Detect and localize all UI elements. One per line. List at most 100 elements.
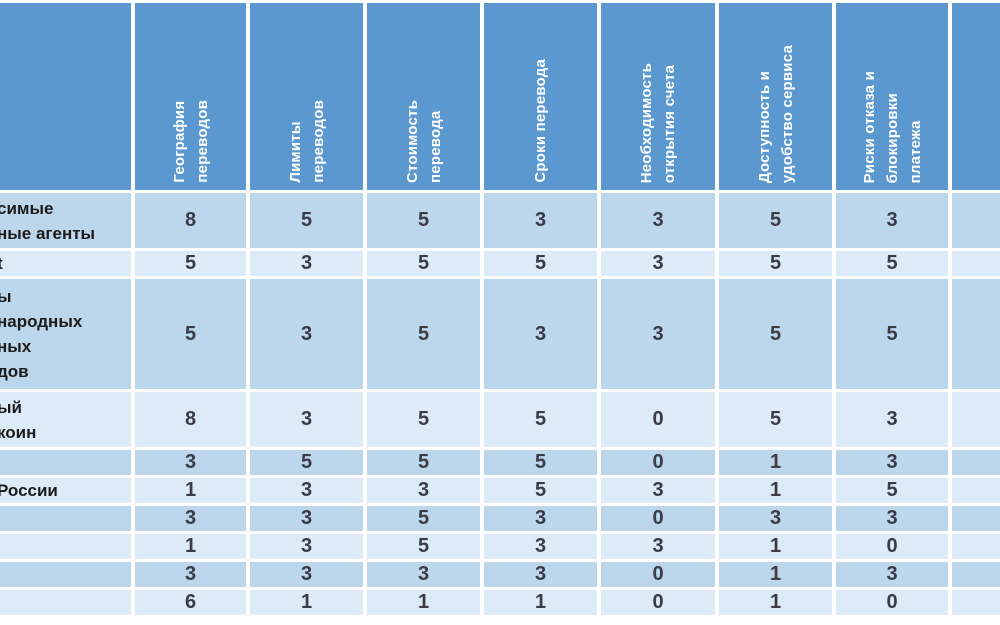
table-cell-r1-c6: 5 [719, 193, 832, 248]
table-cell-r9-c7: 3 [836, 562, 948, 587]
table-cell-r10-c4: 1 [484, 590, 597, 615]
table-cell-r5-c1: 3 [135, 450, 246, 475]
row-label-2-text: t [0, 251, 3, 276]
table-cell-r2-c2: 3 [250, 251, 363, 276]
table-cell-r10-c5: 0 [601, 590, 715, 615]
table-cell-r2-c3: 5 [367, 251, 480, 276]
table-cell-r3-c3: 5 [367, 279, 480, 389]
row-label-8 [0, 534, 131, 559]
row-label-6-text: России [0, 481, 58, 500]
table-cell-r8-c4: 3 [484, 534, 597, 559]
table-cell-r1-c7: 3 [836, 193, 948, 248]
table-cell-r5-c7: 3 [836, 450, 948, 475]
table-cell-r1-c1: 8 [135, 193, 246, 248]
column-header-6: Доступность и удобство сервиса [719, 3, 832, 190]
table-cell-r7-c7: 3 [836, 506, 948, 531]
table-cell-r6-c2: 3 [250, 478, 363, 503]
table-cell-r7-c1: 3 [135, 506, 246, 531]
table-cell-r2-c7: 5 [836, 251, 948, 276]
table-cell-r10-c2: 1 [250, 590, 363, 615]
row-label-10 [0, 590, 131, 615]
table-cell-r8-c3: 5 [367, 534, 480, 559]
column-header-4: Сроки перевода [484, 3, 597, 190]
column-header-3-text: Стоимость перевода [403, 100, 444, 183]
table-cell-r9-c6: 1 [719, 562, 832, 587]
table-cell-r8-c7: 0 [836, 534, 948, 559]
table-cell-r3-c7: 5 [836, 279, 948, 389]
table-cell-r7-c6: 3 [719, 506, 832, 531]
table-cell-r10-c1: 6 [135, 590, 246, 615]
table-cell-r1-c3: 5 [367, 193, 480, 248]
row-label-1-text: симые ные агенты [0, 198, 96, 243]
table-cell-r3-c4: 3 [484, 279, 597, 389]
table-cell-r1-c8 [952, 193, 1000, 248]
table-cell-r8-c5: 3 [601, 534, 715, 559]
table-cell-r7-c4: 3 [484, 506, 597, 531]
column-header-5-text: Необходимость открытия счета [638, 62, 678, 183]
table-cell-r1-c4: 3 [484, 193, 597, 248]
table-cell-r2-c6: 5 [719, 251, 832, 276]
table-cell-r4-c4: 5 [484, 392, 597, 447]
table-cell-r10-c6: 1 [719, 590, 832, 615]
column-header-2-text: Лимиты переводов [286, 100, 327, 183]
table-cell-r5-c4: 5 [484, 450, 597, 475]
table-cell-r6-c6: 1 [719, 478, 832, 503]
table-cell-r4-c5: 0 [601, 392, 715, 447]
table-cell-r5-c3: 5 [367, 450, 480, 475]
row-label-9 [0, 562, 131, 587]
table-cell-r4-c7: 3 [836, 392, 948, 447]
table-cell-r9-c1: 3 [135, 562, 246, 587]
row-label-4: ый коин [0, 392, 131, 447]
column-header-8 [952, 3, 1000, 190]
table-cell-r7-c3: 5 [367, 506, 480, 531]
table-cell-r5-c5: 0 [601, 450, 715, 475]
table-cell-r2-c8 [952, 251, 1000, 276]
table-cell-r3-c6: 5 [719, 279, 832, 389]
table-cell-r6-c4: 5 [484, 478, 597, 503]
row-label-1: симые ные агенты [0, 193, 131, 248]
row-label-6: России [0, 478, 131, 503]
row-label-7 [0, 506, 131, 531]
column-header-7-text: Риски отказа и блокировки платежа [860, 70, 924, 183]
table-cell-r8-c8 [952, 534, 1000, 559]
column-header-6-text: Доступность и удобство сервиса [755, 44, 796, 183]
table-cell-r2-c5: 3 [601, 251, 715, 276]
table-cell-r4-c8 [952, 392, 1000, 447]
table-cell-r7-c5: 0 [601, 506, 715, 531]
column-header-7: Риски отказа и блокировки платежа [836, 3, 948, 190]
table-cell-r4-c3: 5 [367, 392, 480, 447]
table-cell-r8-c2: 3 [250, 534, 363, 559]
row-label-4-text: ый коин [0, 397, 37, 442]
table-cell-r6-c8 [952, 478, 1000, 503]
table-cell-r2-c4: 5 [484, 251, 597, 276]
table-cell-r8-c1: 1 [135, 534, 246, 559]
table-cell-r2-c1: 5 [135, 251, 246, 276]
table-cell-r9-c4: 3 [484, 562, 597, 587]
table-cell-r4-c1: 8 [135, 392, 246, 447]
table-cell-r3-c8 [952, 279, 1000, 389]
table-cell-r1-c5: 3 [601, 193, 715, 248]
table-cell-r10-c7: 0 [836, 590, 948, 615]
row-label-3: ы народных ных дов [0, 279, 131, 389]
table-cell-r10-c8 [952, 590, 1000, 615]
column-header-2: Лимиты переводов [250, 3, 363, 190]
table-cell-r9-c2: 3 [250, 562, 363, 587]
table-cell-r3-c1: 5 [135, 279, 246, 389]
table-cell-r6-c3: 3 [367, 478, 480, 503]
table-cell-r6-c7: 5 [836, 478, 948, 503]
table-cell-r3-c2: 3 [250, 279, 363, 389]
table-cell-r7-c8 [952, 506, 1000, 531]
row-label-3-text: ы народных ных дов [0, 287, 83, 381]
table-cell-r9-c3: 3 [367, 562, 480, 587]
table-cell-r5-c2: 5 [250, 450, 363, 475]
table-cell-r7-c2: 3 [250, 506, 363, 531]
column-header-3: Стоимость перевода [367, 3, 480, 190]
table-cell-r6-c5: 3 [601, 478, 715, 503]
table-cell-r9-c5: 0 [601, 562, 715, 587]
table-cell-r9-c8 [952, 562, 1000, 587]
table-cell-r10-c3: 1 [367, 590, 480, 615]
row-label-5 [0, 450, 131, 475]
table-cell-r4-c2: 3 [250, 392, 363, 447]
